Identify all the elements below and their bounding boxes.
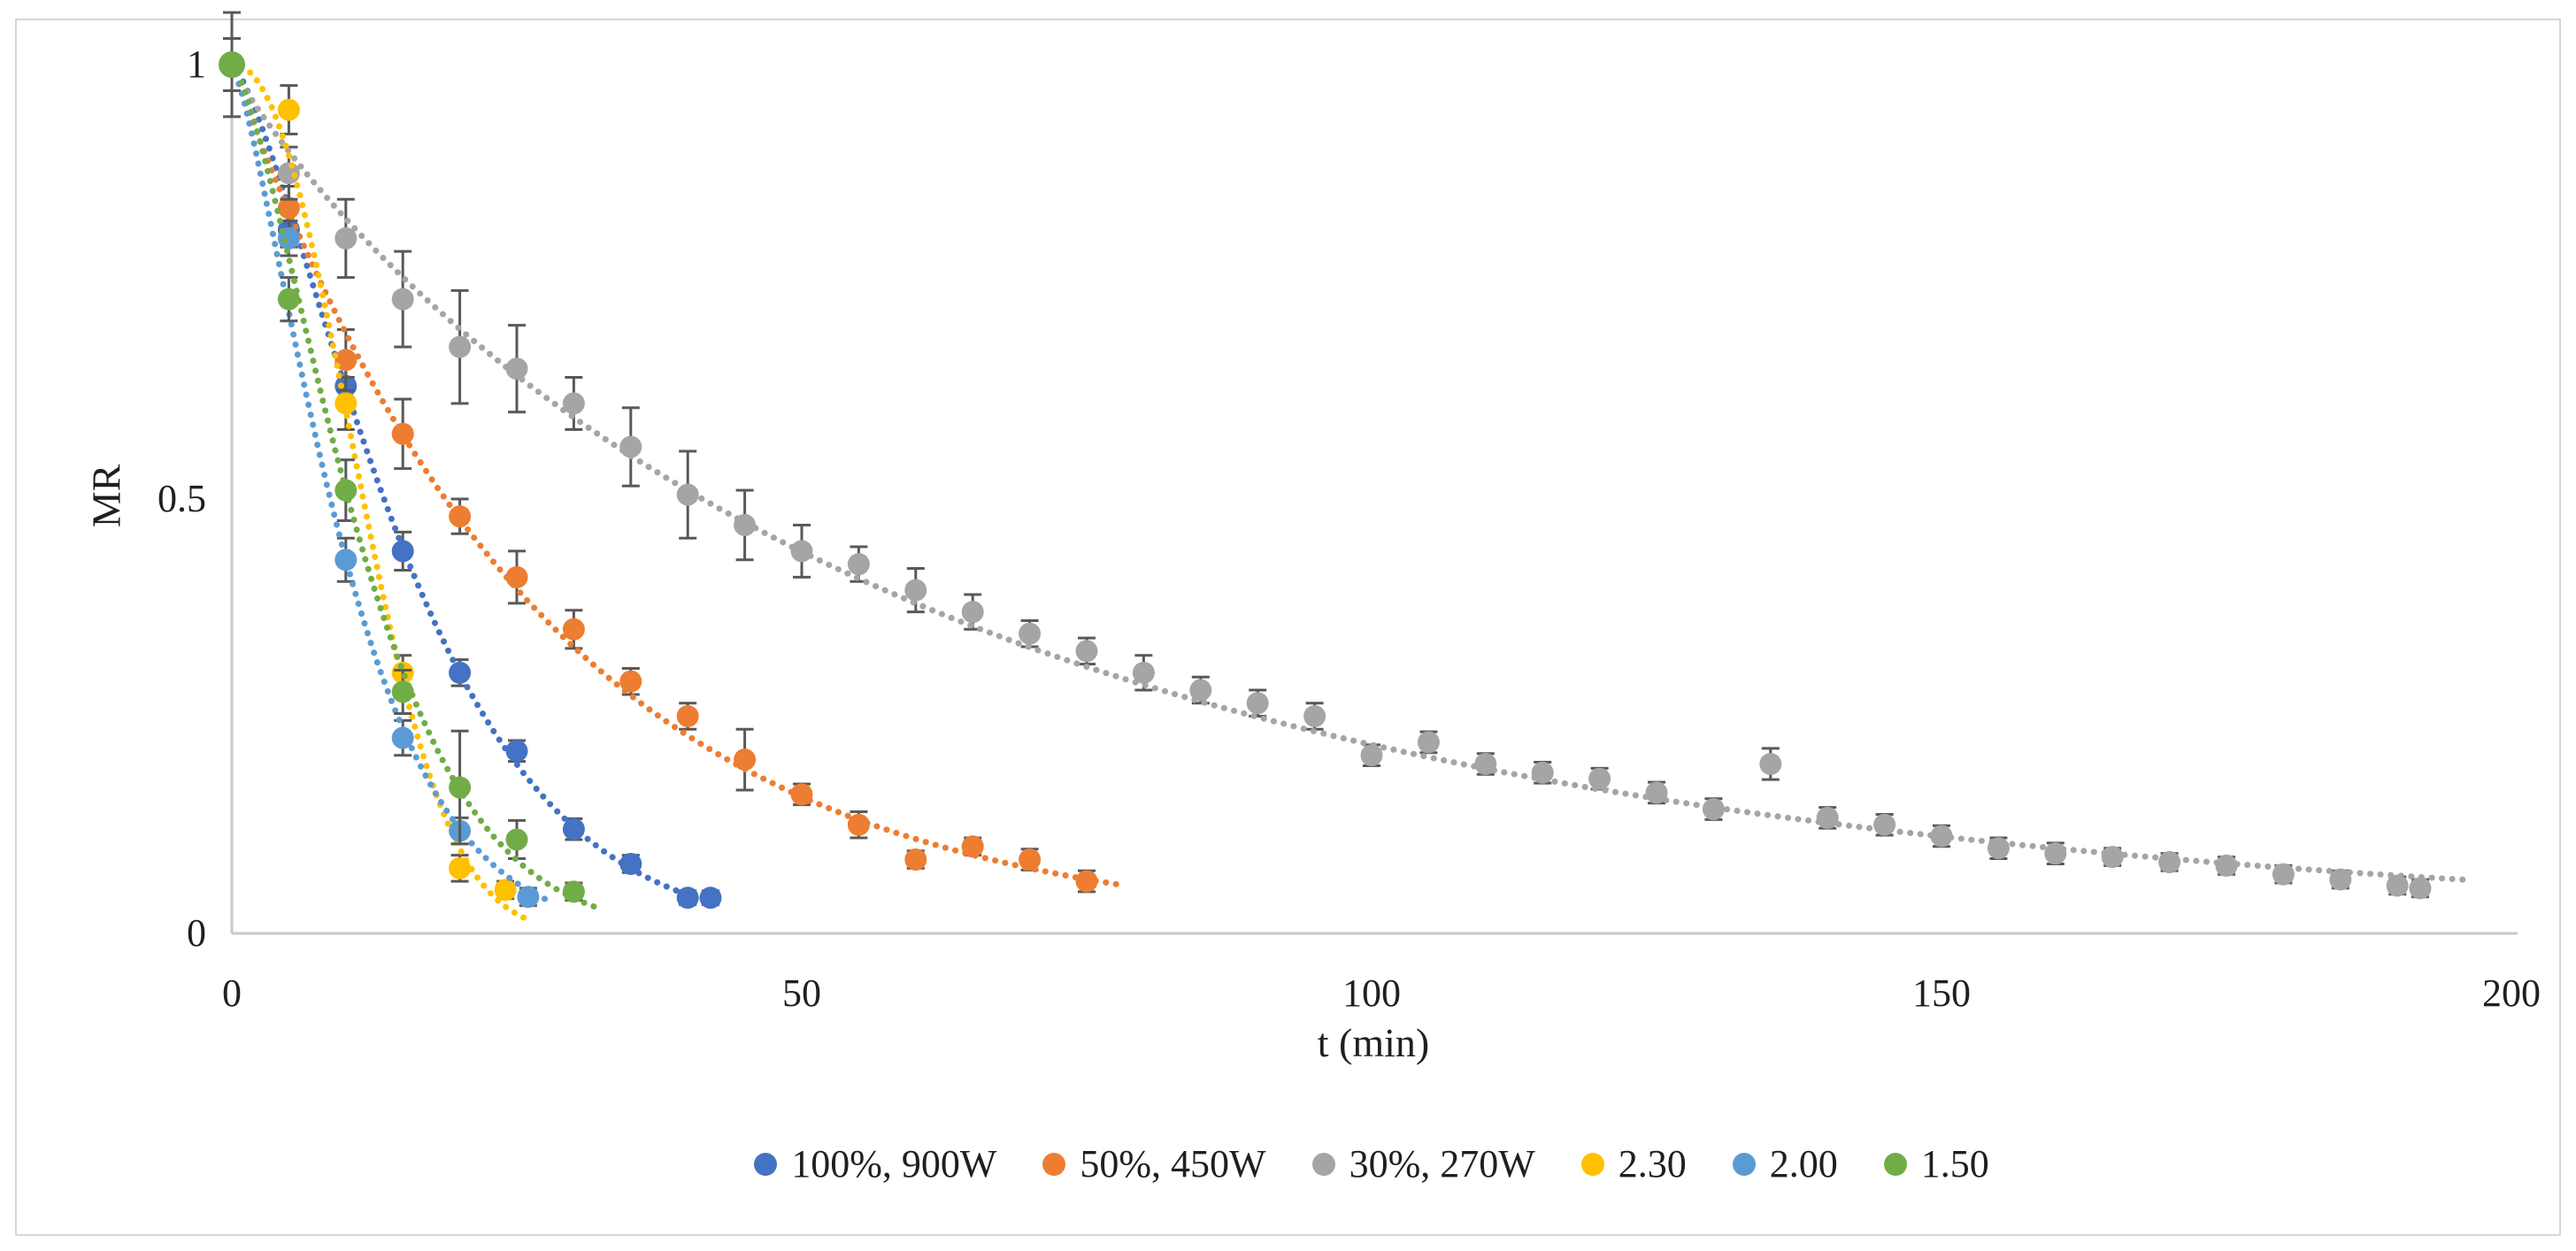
y-tick-label: 1 bbox=[187, 42, 206, 86]
legend-label: 50%, 450W bbox=[1080, 1142, 1266, 1186]
x-axis-title: t (min) bbox=[1317, 1020, 1430, 1065]
legend-item: 2.30 bbox=[1580, 1140, 1687, 1189]
legend-item: 100%, 900W bbox=[754, 1140, 996, 1189]
x-tick-label: 150 bbox=[1912, 971, 1971, 1015]
legend-marker-icon bbox=[1883, 1153, 1907, 1176]
x-tick-label: 200 bbox=[2482, 971, 2541, 1015]
legend-marker-icon bbox=[1732, 1153, 1756, 1176]
chart-legend: 100%, 900W 50%, 450W 30%, 270W 2.30 2.00 1.50 bbox=[232, 1140, 2511, 1189]
x-tick-label: 0 bbox=[222, 971, 242, 1015]
legend-item: 1.50 bbox=[1883, 1140, 1989, 1189]
x-tick-label: 100 bbox=[1342, 971, 1401, 1015]
legend-label: 30%, 270W bbox=[1349, 1142, 1535, 1186]
y-tick-label: 0.5 bbox=[158, 477, 206, 520]
legend-marker-icon bbox=[1580, 1153, 1604, 1176]
legend-label: 100%, 900W bbox=[791, 1142, 997, 1186]
legend-marker-icon bbox=[1042, 1153, 1066, 1176]
legend-item: 50%, 450W bbox=[1042, 1140, 1266, 1189]
y-axis-title: MR bbox=[83, 464, 129, 528]
y-tick-label: 0 bbox=[187, 911, 206, 955]
figure-border bbox=[15, 19, 2561, 1236]
legend-marker-icon bbox=[1311, 1153, 1335, 1176]
x-tick-label: 50 bbox=[782, 971, 821, 1015]
legend-label: 2.00 bbox=[1769, 1142, 1838, 1186]
legend-item: 30%, 270W bbox=[1311, 1140, 1535, 1189]
legend-marker-icon bbox=[754, 1153, 778, 1176]
legend-label: 1.50 bbox=[1920, 1142, 1989, 1186]
legend-item: 2.00 bbox=[1732, 1140, 1838, 1189]
legend-label: 2.30 bbox=[1618, 1142, 1687, 1186]
